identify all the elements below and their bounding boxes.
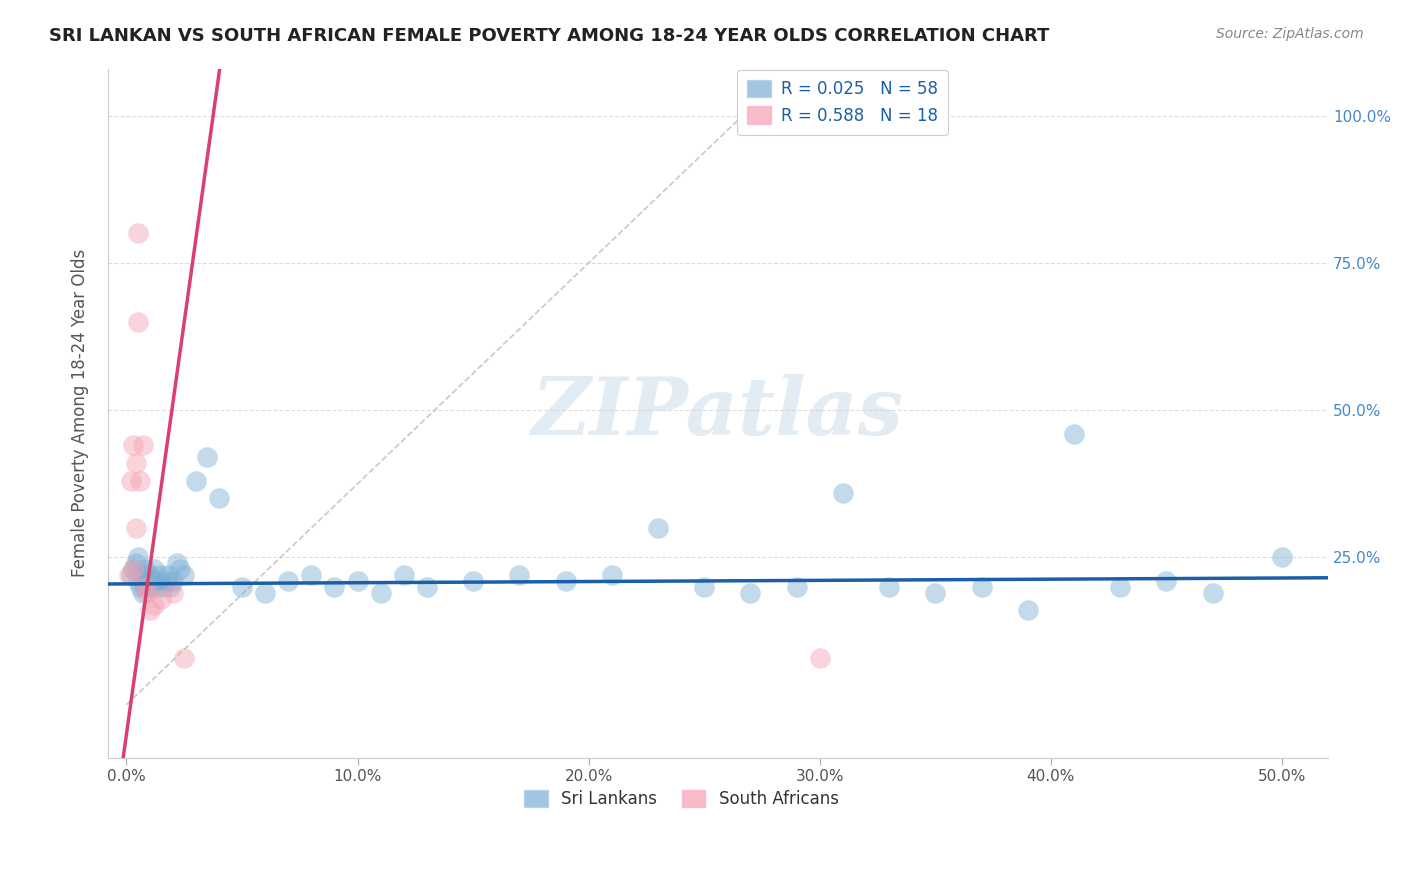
Point bbox=[1063, 426, 1085, 441]
Point bbox=[184, 474, 207, 488]
Point bbox=[924, 585, 946, 599]
Point bbox=[162, 574, 184, 588]
Point bbox=[131, 574, 153, 588]
Point bbox=[173, 650, 195, 665]
Point bbox=[122, 562, 145, 576]
Point bbox=[600, 568, 623, 582]
Point bbox=[136, 585, 159, 599]
Point bbox=[173, 568, 195, 582]
Point bbox=[118, 568, 141, 582]
Point bbox=[136, 568, 159, 582]
Point bbox=[323, 580, 346, 594]
Point bbox=[120, 568, 142, 582]
Point bbox=[157, 568, 180, 582]
Point bbox=[122, 438, 145, 452]
Point bbox=[208, 491, 231, 506]
Point bbox=[122, 562, 145, 576]
Point bbox=[554, 574, 576, 588]
Point bbox=[166, 556, 188, 570]
Point bbox=[1201, 585, 1223, 599]
Point bbox=[143, 598, 166, 612]
Point bbox=[141, 574, 163, 588]
Point bbox=[299, 568, 322, 582]
Point bbox=[127, 574, 149, 588]
Point bbox=[136, 574, 159, 588]
Point bbox=[131, 438, 153, 452]
Point bbox=[808, 650, 831, 665]
Point bbox=[461, 574, 484, 588]
Point bbox=[346, 574, 368, 588]
Point bbox=[231, 580, 253, 594]
Point bbox=[125, 556, 148, 570]
Point bbox=[125, 521, 148, 535]
Point bbox=[970, 580, 993, 594]
Point bbox=[127, 315, 149, 329]
Point bbox=[125, 456, 148, 470]
Point bbox=[138, 568, 160, 582]
Point bbox=[134, 580, 156, 594]
Point bbox=[647, 521, 669, 535]
Point bbox=[159, 580, 181, 594]
Point bbox=[1271, 550, 1294, 565]
Point bbox=[129, 580, 152, 594]
Point bbox=[145, 580, 167, 594]
Point bbox=[277, 574, 299, 588]
Point bbox=[138, 603, 160, 617]
Point bbox=[508, 568, 530, 582]
Point bbox=[138, 580, 160, 594]
Text: ZIPatlas: ZIPatlas bbox=[531, 375, 904, 452]
Point bbox=[254, 585, 277, 599]
Point bbox=[740, 585, 762, 599]
Point bbox=[169, 562, 191, 576]
Point bbox=[127, 227, 149, 241]
Text: Source: ZipAtlas.com: Source: ZipAtlas.com bbox=[1216, 27, 1364, 41]
Point bbox=[370, 585, 392, 599]
Point bbox=[831, 485, 853, 500]
Point bbox=[127, 550, 149, 565]
Point bbox=[150, 568, 173, 582]
Point bbox=[786, 580, 808, 594]
Point bbox=[877, 580, 900, 594]
Point bbox=[195, 450, 218, 465]
Point bbox=[129, 474, 152, 488]
Point bbox=[129, 568, 152, 582]
Point bbox=[148, 574, 170, 588]
Point bbox=[134, 562, 156, 576]
Text: SRI LANKAN VS SOUTH AFRICAN FEMALE POVERTY AMONG 18-24 YEAR OLDS CORRELATION CHA: SRI LANKAN VS SOUTH AFRICAN FEMALE POVER… bbox=[49, 27, 1050, 45]
Point bbox=[150, 591, 173, 606]
Point bbox=[392, 568, 415, 582]
Point bbox=[155, 574, 177, 588]
Legend: Sri Lankans, South Africans: Sri Lankans, South Africans bbox=[517, 783, 845, 814]
Point bbox=[416, 580, 439, 594]
Point bbox=[693, 580, 716, 594]
Point bbox=[1156, 574, 1178, 588]
Point bbox=[134, 580, 156, 594]
Point bbox=[143, 562, 166, 576]
Point bbox=[131, 585, 153, 599]
Point bbox=[162, 585, 184, 599]
Point bbox=[120, 474, 142, 488]
Point bbox=[152, 580, 174, 594]
Point bbox=[1109, 580, 1132, 594]
Y-axis label: Female Poverty Among 18-24 Year Olds: Female Poverty Among 18-24 Year Olds bbox=[72, 249, 89, 577]
Point bbox=[1017, 603, 1039, 617]
